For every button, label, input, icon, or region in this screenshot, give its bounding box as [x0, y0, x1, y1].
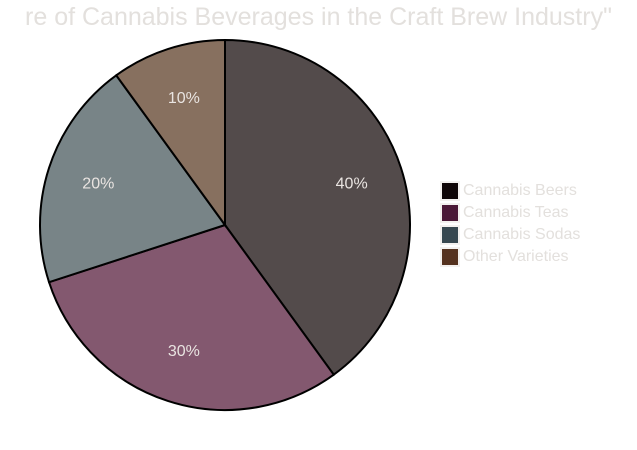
- data-label-cannabis-beers: 40%: [336, 175, 368, 192]
- pie-slice-other-varieties[interactable]: [114, 38, 226, 229]
- legend-label: Other Varieties: [463, 248, 569, 265]
- data-label-other-varieties: 10%: [168, 90, 200, 107]
- legend-swatch: [440, 181, 460, 201]
- legend-label: Cannabis Teas: [463, 204, 569, 221]
- data-label-cannabis-sodas: 20%: [82, 175, 114, 192]
- legend-item[interactable]: Cannabis Sodas: [440, 224, 580, 246]
- chart-legend: Cannabis Beers Cannabis Teas Cannabis So…: [440, 180, 580, 268]
- legend-swatch: [440, 247, 460, 267]
- legend-label: Cannabis Beers: [463, 182, 577, 199]
- legend-swatch: [440, 225, 460, 245]
- legend-item[interactable]: Cannabis Beers: [440, 180, 580, 202]
- legend-label: Cannabis Sodas: [463, 226, 581, 243]
- pie-slice-cannabis-teas[interactable]: [47, 223, 336, 411]
- pie-slice-cannabis-beers[interactable]: [224, 38, 411, 377]
- legend-item[interactable]: Cannabis Teas: [440, 202, 580, 224]
- chart-title: re of Cannabis Beverages in the Craft Br…: [25, 3, 612, 31]
- legend-item[interactable]: Other Varieties: [440, 246, 580, 268]
- legend-swatch: [440, 203, 460, 223]
- data-label-cannabis-teas: 30%: [168, 343, 200, 360]
- pie-data-labels: 40% 30% 20% 10%: [82, 90, 367, 360]
- pie-slice-cannabis-sodas[interactable]: [39, 73, 227, 284]
- pie-slices: [39, 38, 411, 411]
